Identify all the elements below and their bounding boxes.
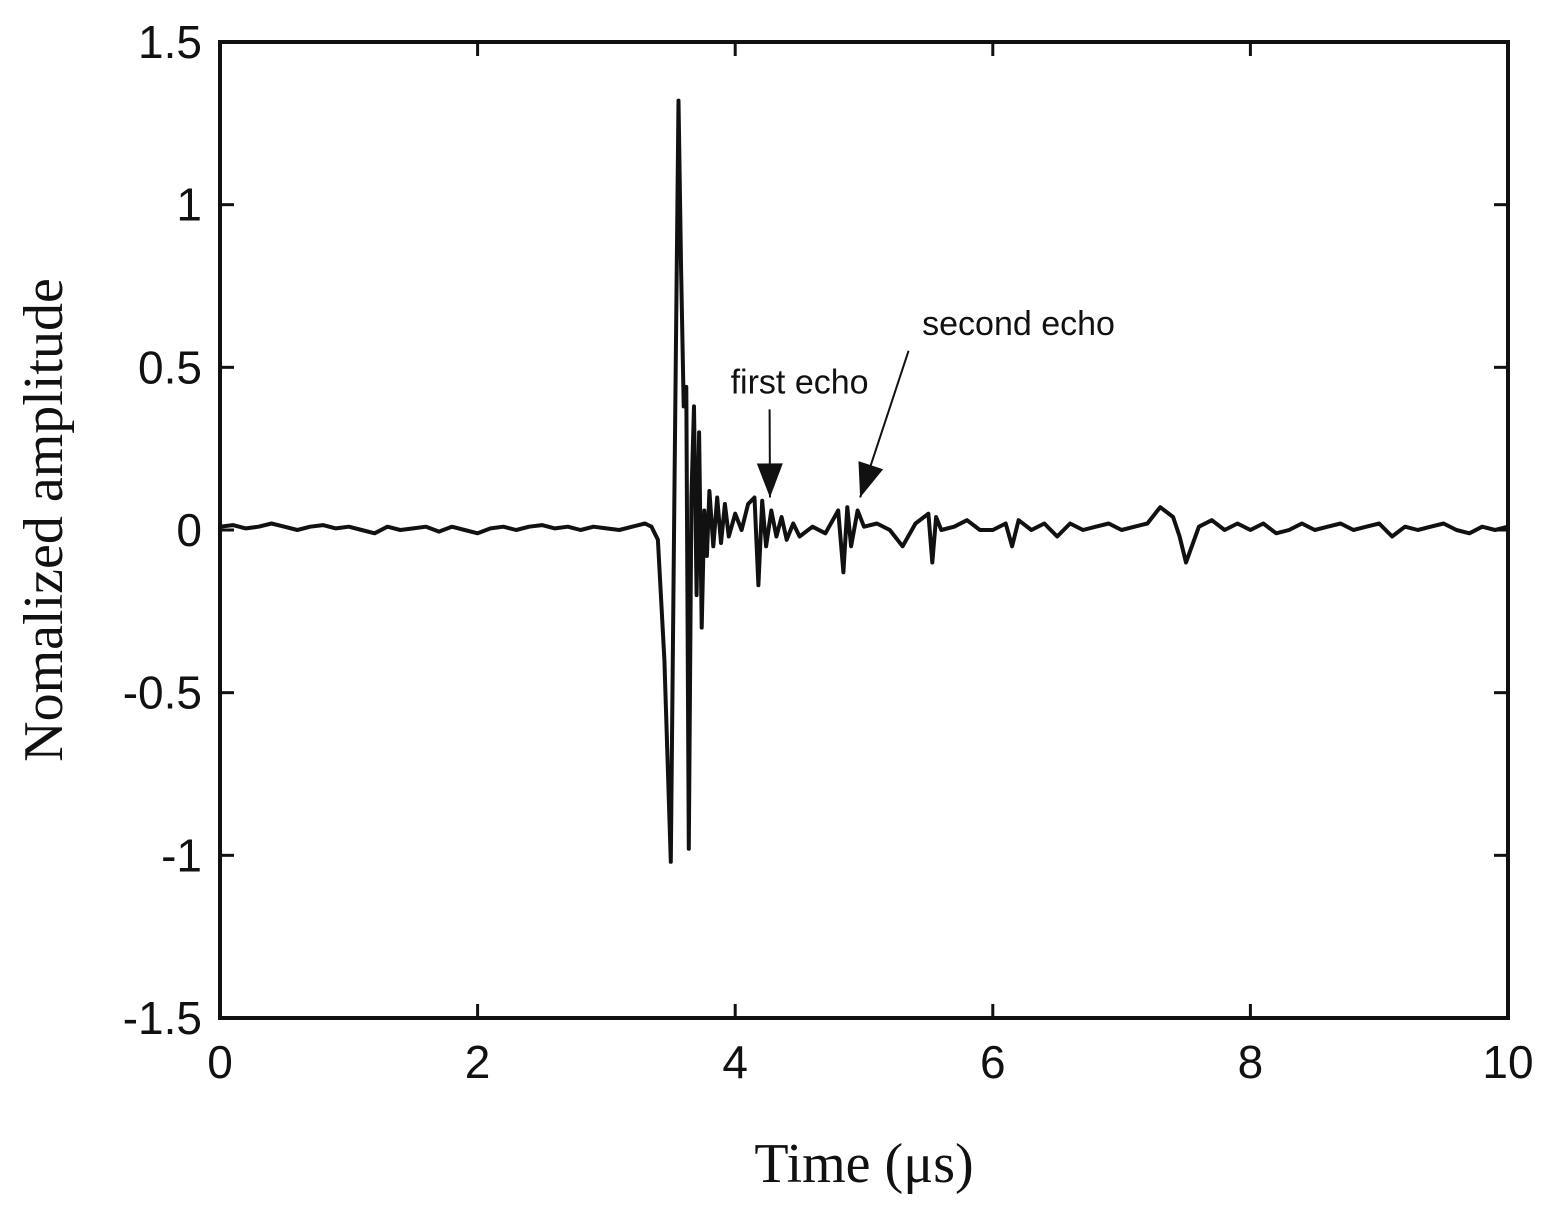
annotation-arrow-head	[756, 463, 783, 498]
y-tick-label: 0	[176, 504, 202, 556]
y-tick-label: -1	[161, 829, 202, 881]
y-tick-label: 1	[176, 179, 202, 231]
x-tick-label: 10	[1482, 1036, 1533, 1088]
y-tick-label: 0.5	[138, 341, 202, 393]
y-tick-label: 1.5	[138, 16, 202, 68]
x-tick-label: 8	[1238, 1036, 1264, 1088]
annotation-label: first echo	[731, 363, 869, 401]
x-tick-label: 6	[980, 1036, 1006, 1088]
plot-frame	[218, 40, 1510, 1020]
x-tick-label: 0	[207, 1036, 233, 1088]
x-tick-label: 2	[465, 1036, 491, 1088]
y-tick-label: -0.5	[123, 667, 202, 719]
data-layer	[219, 98, 1509, 864]
y-axis-title: Nomalized amplitude	[13, 278, 75, 762]
y-tick-label: -1.5	[123, 992, 202, 1044]
x-axis-title: Time (μs)	[754, 1133, 973, 1195]
x-tick-label: 4	[722, 1036, 748, 1088]
annotations-layer: first echo second echo	[731, 305, 1115, 498]
annotation-arrow-head	[858, 461, 884, 498]
signal-line	[219, 98, 1509, 864]
labels-layer: 0 2 4 6 8 10 -1.5 -1 -0.5 0 0.5 1 1.5	[123, 16, 1534, 1088]
annotation-label: second echo	[922, 305, 1115, 343]
